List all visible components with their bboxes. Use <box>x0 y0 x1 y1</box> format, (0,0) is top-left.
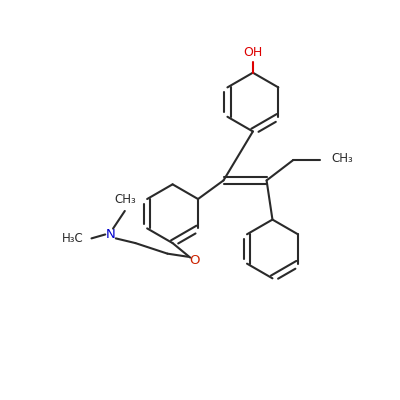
Text: CH₃: CH₃ <box>332 152 353 164</box>
Text: H₃C: H₃C <box>62 232 84 245</box>
Text: CH₃: CH₃ <box>115 193 136 206</box>
Text: N: N <box>106 228 116 241</box>
Text: OH: OH <box>243 46 262 59</box>
Text: O: O <box>189 254 199 267</box>
